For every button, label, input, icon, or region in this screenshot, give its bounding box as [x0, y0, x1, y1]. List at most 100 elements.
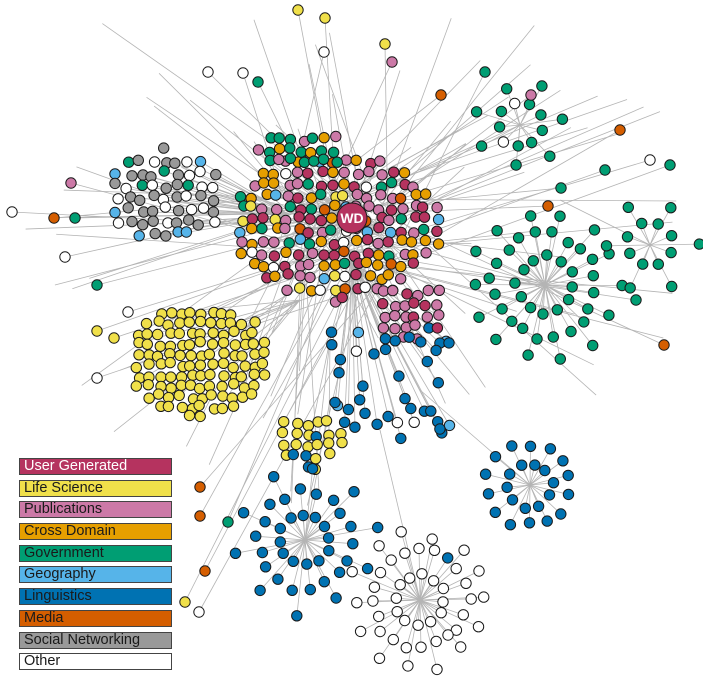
node-life-science	[174, 349, 186, 362]
node-other	[465, 593, 477, 605]
node-government	[600, 240, 613, 252]
node-other	[59, 251, 71, 263]
node-media	[394, 192, 407, 205]
node-linguistics	[349, 421, 361, 433]
node-life-science	[207, 358, 219, 370]
graph-edge	[304, 539, 368, 569]
node-government	[512, 140, 524, 152]
node-government	[637, 258, 649, 270]
node-government	[555, 182, 567, 194]
node-other	[122, 306, 134, 318]
node-linguistics	[333, 566, 346, 578]
node-other	[368, 581, 381, 593]
node-other	[458, 544, 470, 556]
node-linguistics	[256, 546, 269, 559]
graph-edge	[199, 278, 384, 488]
node-government	[395, 213, 407, 225]
node-cross-domain	[350, 154, 362, 167]
graph-edge	[529, 484, 531, 523]
graph-edge	[360, 599, 421, 632]
node-cross-domain	[432, 238, 445, 250]
node-other	[424, 616, 437, 628]
node-government	[535, 109, 547, 121]
node-life-science	[245, 200, 257, 212]
node-user-generated	[416, 201, 429, 213]
node-government	[556, 113, 569, 125]
node-life-science	[206, 338, 219, 350]
node-life-science	[154, 340, 167, 352]
node-publications	[363, 165, 375, 178]
node-publications	[386, 56, 398, 68]
node-cross-domain	[364, 270, 377, 282]
node-government	[582, 303, 594, 315]
graph-edge	[296, 539, 306, 616]
node-linguistics	[334, 353, 347, 366]
node-life-science	[227, 400, 240, 412]
node-other	[399, 614, 411, 627]
node-life-science	[184, 307, 196, 319]
node-social-networking	[172, 205, 185, 217]
node-government	[636, 217, 648, 230]
node-social-networking	[160, 182, 172, 194]
node-other	[373, 652, 386, 664]
node-publications	[377, 322, 390, 334]
node-life-science	[217, 357, 230, 369]
node-other	[390, 592, 402, 604]
node-cross-domain	[258, 177, 270, 189]
graph-edge	[348, 259, 353, 410]
node-government	[554, 353, 566, 365]
node-linguistics	[274, 536, 286, 548]
node-life-science	[310, 453, 322, 465]
node-linguistics	[555, 508, 567, 520]
node-government	[306, 132, 319, 144]
node-other	[472, 621, 485, 633]
node-other	[354, 625, 367, 638]
node-linguistics	[354, 394, 366, 406]
node-linguistics	[421, 355, 433, 368]
node-geography	[432, 213, 445, 226]
node-publications	[376, 169, 388, 181]
node-life-science	[278, 416, 290, 428]
legend-item-publications: Publications	[19, 501, 172, 519]
node-life-science	[302, 420, 315, 432]
graph-edge	[544, 216, 561, 286]
legend-label: Social Networking	[24, 631, 141, 648]
node-life-science	[193, 399, 205, 412]
node-life-science	[249, 316, 261, 328]
node-other	[391, 416, 404, 429]
graph-edge	[496, 230, 546, 286]
node-government	[565, 325, 577, 338]
node-government	[562, 236, 574, 249]
node-government	[510, 159, 522, 171]
node-media	[614, 124, 626, 136]
node-life-science	[143, 358, 155, 370]
node-other	[426, 533, 438, 545]
node-life-science	[205, 389, 217, 401]
node-linguistics	[403, 331, 415, 343]
graph-edge	[419, 570, 480, 601]
node-linguistics	[287, 555, 299, 567]
node-linguistics	[415, 336, 427, 348]
node-government	[574, 243, 587, 255]
node-other	[497, 136, 510, 148]
node-publications	[374, 155, 386, 167]
node-life-science	[324, 447, 336, 460]
graph-edge	[370, 89, 561, 213]
node-linguistics	[425, 405, 437, 417]
node-other	[6, 206, 18, 218]
node-linguistics	[291, 610, 303, 622]
node-linguistics	[379, 343, 392, 356]
node-linguistics	[544, 443, 557, 455]
node-life-science	[194, 336, 206, 348]
node-government	[665, 202, 677, 214]
node-other	[197, 202, 210, 214]
node-other	[374, 566, 387, 579]
node-government	[566, 266, 578, 278]
graph-edge	[273, 476, 306, 541]
node-publications	[271, 203, 283, 216]
node-life-science	[336, 436, 348, 449]
node-life-science	[164, 356, 176, 369]
graph-edge	[379, 205, 549, 214]
node-government	[503, 244, 515, 256]
legend-label: Government	[24, 544, 104, 561]
